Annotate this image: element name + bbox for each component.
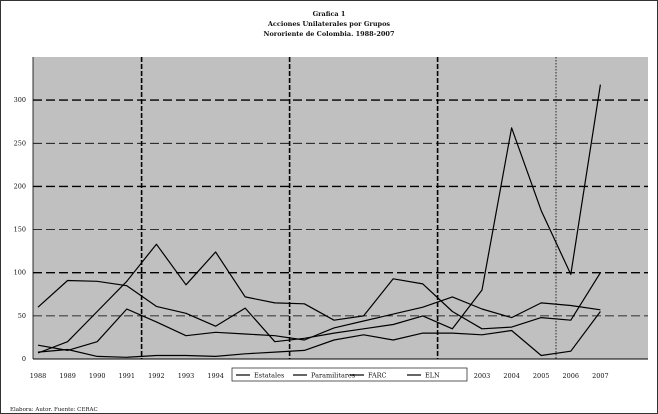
x-tick-label: 2007 (592, 372, 609, 380)
y-tick-label: 50 (18, 312, 26, 320)
plot-area (33, 57, 648, 359)
series-line-paramilitares (37, 296, 601, 351)
legend: Estatales Paramilitares FARC ELN (231, 367, 468, 382)
x-tick-label: 1988 (30, 372, 47, 380)
y-tick-label: 100 (14, 269, 26, 277)
x-tick-label: 2006 (563, 372, 580, 380)
x-tick-label: 2003 (474, 372, 491, 380)
x-tick-label: 1994 (207, 372, 224, 380)
legend-label-estatales: Estatales (254, 372, 284, 380)
x-tick-label: 1989 (59, 372, 76, 380)
x-tick-label: 1993 (178, 372, 195, 380)
x-tick-label: 2005 (533, 372, 550, 380)
y-tick-label: 0 (22, 355, 26, 363)
chart-title-line-1: Grafica 1 (313, 10, 346, 18)
chart-title-line-3: Nororiente de Colombia. 1988-2007 (264, 30, 395, 38)
series-layer (37, 84, 601, 358)
source-note: Elabora: Autor. Fuente: CERAC (10, 407, 98, 413)
x-tick-label: 1990 (89, 372, 106, 380)
x-tick-label: 2004 (503, 372, 520, 380)
legend-label-farc: FARC (368, 372, 387, 380)
legend-box (231, 367, 468, 382)
series-line-estatales (37, 311, 601, 358)
y-axis: 0 50 100 150 200 250 300 (14, 96, 26, 363)
y-tick-label: 250 (14, 139, 26, 147)
y-tick-label: 200 (14, 182, 26, 190)
y-tick-label: 300 (14, 96, 26, 104)
y-tick-label: 150 (14, 226, 26, 234)
x-tick-label: 1992 (148, 372, 165, 380)
grid-layer (32, 57, 648, 360)
chart-title-line-2: Acciones Unilaterales por Grupos (267, 20, 391, 28)
series-line-eln (37, 243, 601, 354)
legend-label-paramilitares: Paramilitares (311, 372, 355, 380)
legend-label-eln: ELN (425, 372, 440, 380)
series-line-farc (37, 84, 601, 343)
x-tick-label: 1991 (119, 372, 136, 380)
